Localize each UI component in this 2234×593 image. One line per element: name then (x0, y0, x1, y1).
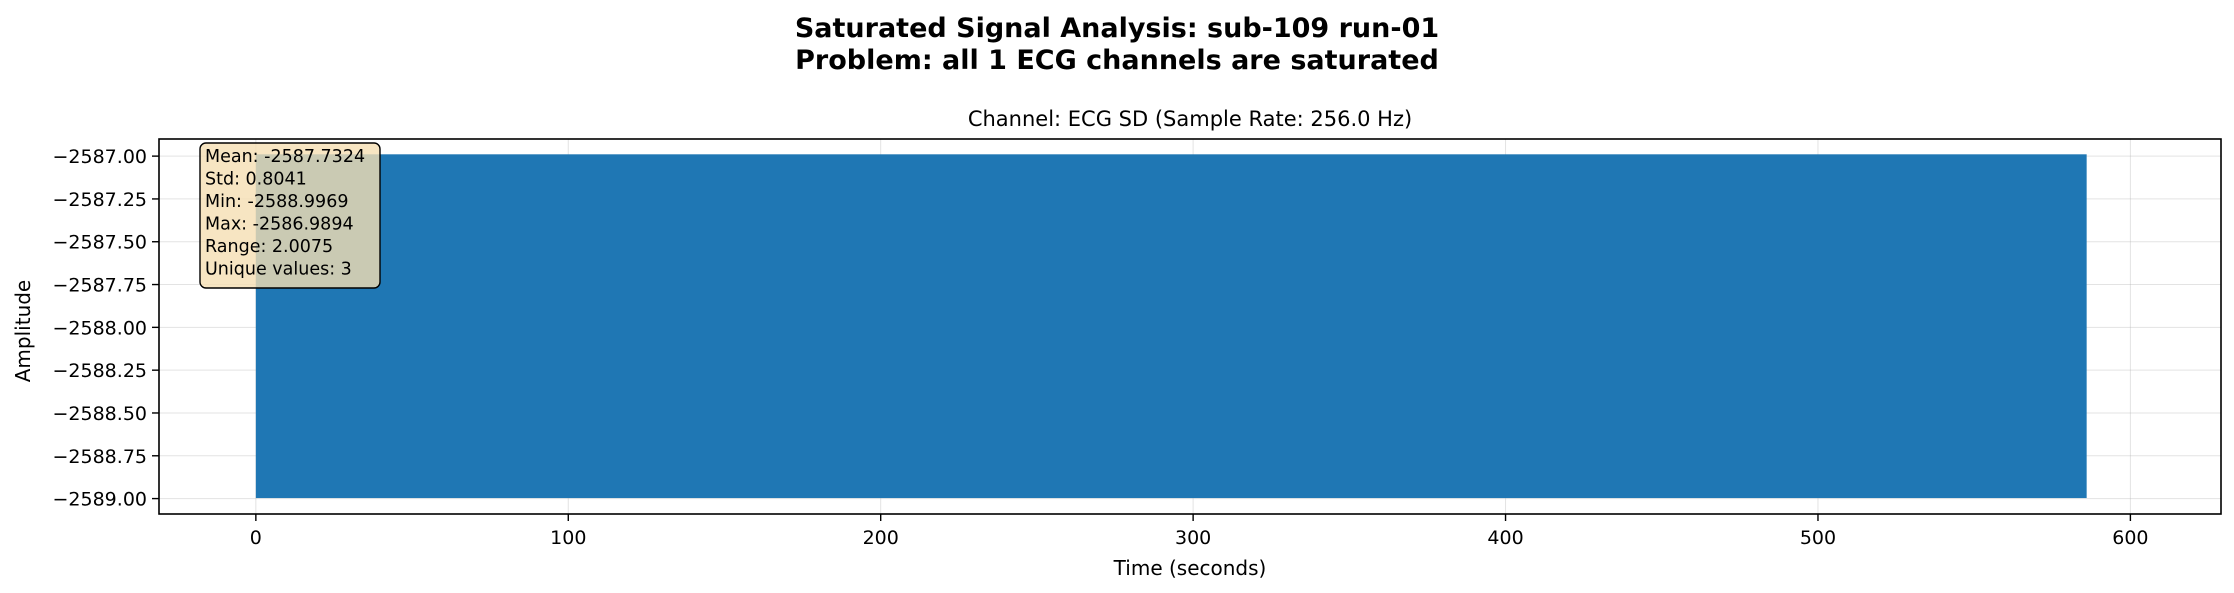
figure-title-line-2: Problem: all 1 ECG channels are saturate… (795, 45, 1439, 76)
y-tick-label: −2587.50 (53, 232, 148, 254)
y-tick-label: −2588.50 (53, 403, 148, 425)
x-tick-label: 500 (1800, 527, 1836, 549)
x-tick-label: 100 (550, 527, 586, 549)
y-tick-label: −2587.00 (53, 146, 148, 168)
x-tick-label: 400 (1487, 527, 1523, 549)
signal-trace (255, 154, 2087, 499)
y-tick-label: −2587.75 (53, 275, 148, 297)
stats-line: Unique values: 3 (205, 260, 352, 280)
y-tick-label: −2588.25 (53, 360, 148, 382)
y-tick-label: −2588.00 (53, 317, 148, 339)
stats-line: Mean: -2587.7324 (205, 147, 365, 167)
x-tick-label: 600 (2112, 527, 2148, 549)
figure-title-line-1: Saturated Signal Analysis: sub-109 run-0… (795, 13, 1439, 44)
x-axis-label: Time (seconds) (1113, 556, 1267, 580)
stats-line: Min: -2588.9969 (205, 192, 348, 212)
stats-line: Max: -2586.9894 (205, 215, 354, 235)
y-tick-label: −2587.25 (53, 189, 148, 211)
x-tick-label: 300 (1175, 527, 1211, 549)
y-axis-label: Amplitude (11, 280, 35, 383)
stats-line: Range: 2.0075 (205, 237, 333, 257)
y-tick-label: −2588.75 (53, 446, 148, 468)
x-tick-label: 0 (250, 527, 262, 549)
plot-area (255, 154, 2087, 499)
stats-box-background (199, 142, 381, 289)
stats-line: Std: 0.8041 (205, 170, 307, 190)
x-tick-label: 200 (863, 527, 899, 549)
axes-title: Channel: ECG SD (Sample Rate: 256.0 Hz) (968, 107, 1412, 131)
x-axis-ticks: 0 100 200 300 400 500 600 (250, 514, 2149, 549)
y-axis-ticks: −2587.00 −2587.25 −2587.50 −2587.75 −2588.00… (53, 146, 159, 511)
axes-frame (158, 138, 2222, 515)
y-tick-label: −2589.00 (53, 489, 148, 511)
